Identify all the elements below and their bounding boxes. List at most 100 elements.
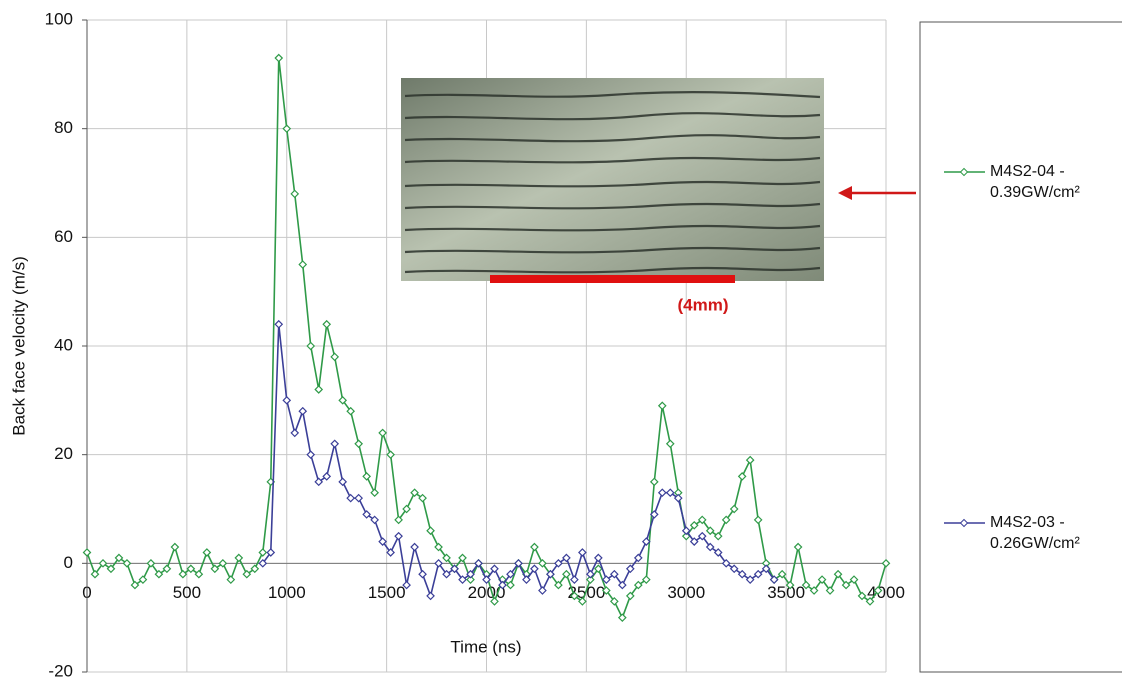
data-point [729, 504, 739, 514]
data-point [562, 569, 571, 579]
data-point [689, 520, 699, 530]
x-tick-label: 500 [173, 583, 201, 602]
data-point [410, 542, 419, 552]
data-point [362, 472, 371, 481]
data-point [530, 542, 539, 552]
data-point [625, 564, 635, 574]
data-point [586, 575, 595, 584]
data-point [146, 558, 156, 568]
data-point [282, 395, 292, 405]
data-point [737, 472, 747, 481]
data-point [522, 575, 531, 584]
data-point [178, 569, 188, 579]
y-tick-label: 80 [54, 118, 73, 137]
data-point [697, 531, 707, 541]
data-point [609, 597, 619, 606]
data-point [721, 558, 731, 568]
data-point [130, 580, 140, 590]
data-point [314, 385, 324, 394]
data-point [570, 575, 579, 584]
arrow [838, 186, 916, 200]
data-point [306, 450, 316, 460]
data-point [761, 564, 771, 574]
data-point [641, 575, 651, 584]
data-point [514, 558, 523, 568]
data-point [298, 260, 308, 269]
data-point [338, 395, 348, 405]
data-point [482, 575, 491, 584]
data-point [633, 580, 643, 590]
data-point [402, 504, 411, 514]
data-point [386, 450, 395, 460]
x-tick-label: 1000 [268, 583, 306, 602]
x-tick-label: 3000 [667, 583, 705, 602]
data-point [98, 558, 108, 568]
data-point [705, 542, 715, 552]
scale-label: (4mm) [677, 295, 728, 314]
data-point [450, 564, 459, 574]
data-point [354, 439, 364, 449]
data-point [801, 580, 811, 590]
y-axis-label: Back face velocity (m/s) [9, 256, 28, 436]
data-point [578, 548, 587, 557]
data-point [657, 488, 667, 498]
data-point [554, 558, 563, 568]
legend-box [919, 21, 1122, 673]
data-point [617, 613, 627, 623]
data-point [290, 428, 300, 438]
data-point [274, 319, 284, 329]
data-point [602, 586, 611, 595]
data-point [578, 597, 587, 606]
x-axis-label: Time (ns) [450, 637, 521, 656]
data-point [322, 472, 332, 481]
data-point [442, 569, 451, 579]
data-point [362, 510, 371, 519]
x-tick-label: 3500 [767, 583, 805, 602]
data-point [306, 341, 316, 351]
data-point [186, 564, 196, 574]
legend-marker [959, 518, 969, 528]
data-point [673, 493, 683, 503]
data-point [865, 597, 875, 606]
data-point [586, 569, 595, 579]
data-point [346, 406, 356, 416]
x-tick-label: 1500 [368, 583, 406, 602]
data-point [657, 401, 667, 411]
x-tick-label: 4000 [867, 583, 905, 602]
data-point [721, 515, 731, 525]
data-point [458, 575, 467, 584]
data-point [713, 531, 723, 541]
data-point [442, 553, 451, 563]
data-point [546, 569, 555, 579]
data-point [314, 477, 324, 487]
data-point [386, 548, 395, 557]
data-point [426, 591, 435, 601]
data-point [114, 553, 124, 563]
data-point [753, 569, 763, 579]
data-point [498, 580, 507, 590]
data-point [370, 488, 379, 498]
data-point [737, 569, 747, 579]
data-point [410, 488, 419, 498]
data-point [250, 564, 260, 574]
data-point [873, 586, 883, 595]
data-point [538, 558, 547, 568]
data-point [849, 575, 859, 584]
data-point [825, 586, 835, 595]
data-point [154, 569, 164, 579]
data-point [538, 586, 547, 595]
data-point [649, 510, 659, 519]
data-point [753, 515, 763, 525]
y-tick-label: 20 [54, 444, 73, 463]
data-point [282, 124, 292, 134]
data-point [769, 575, 779, 584]
data-point [705, 526, 715, 536]
data-point [418, 493, 427, 503]
data-point [665, 488, 675, 498]
data-point [602, 575, 611, 584]
data-point [609, 569, 619, 579]
legend-label: M4S2-04 - 0.39GW/cm² [990, 163, 1080, 201]
data-point [466, 575, 475, 584]
data-point [729, 564, 739, 574]
